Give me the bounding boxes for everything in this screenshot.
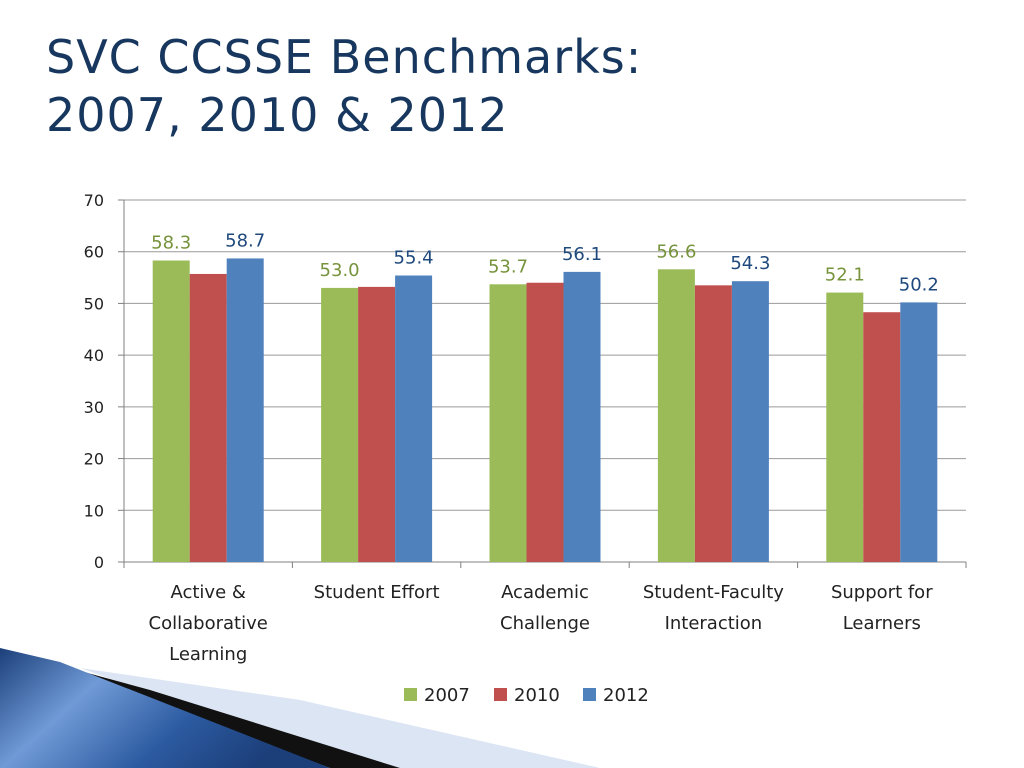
legend-label-2012: 2012: [603, 685, 649, 706]
data-label-2007: 53.0: [320, 260, 360, 281]
data-label-2007: 56.6: [656, 241, 696, 262]
bar-2010: [358, 286, 396, 562]
legend-label-2007: 2007: [424, 685, 470, 706]
x-category-label: Challenge: [500, 613, 590, 634]
y-tick-label: 50: [84, 294, 104, 313]
bar-2007: [321, 287, 359, 562]
y-tick-label: 60: [84, 243, 104, 262]
bar-2007: [826, 292, 864, 562]
data-label-2007: 53.7: [488, 256, 528, 277]
x-category-label: Support for: [831, 582, 933, 603]
bar-2012: [731, 281, 769, 562]
data-label-2012: 50.2: [899, 274, 939, 295]
bar-2010: [189, 273, 227, 562]
legend-swatch-2012: [583, 688, 596, 701]
x-category-label: Interaction: [665, 613, 763, 634]
data-label-2012: 58.7: [225, 230, 265, 251]
title-line-2: 2007, 2010 & 2012: [46, 88, 509, 142]
bar-2007: [489, 284, 527, 562]
data-label-2007: 58.3: [151, 233, 191, 254]
y-tick-label: 30: [84, 398, 104, 417]
x-category-label: Learning: [169, 644, 247, 665]
x-category-label: Student-Faculty: [643, 582, 784, 603]
bar-2012: [900, 302, 938, 562]
x-category-label: Collaborative: [149, 613, 268, 634]
swoosh-blue-band: [0, 648, 330, 768]
y-tick-label: 0: [94, 553, 104, 572]
data-label-2012: 54.3: [730, 253, 770, 274]
bar-2010: [694, 285, 732, 562]
slide-title: SVC CCSSE Benchmarks: 2007, 2010 & 2012: [46, 28, 642, 144]
swoosh-black-stripe: [40, 660, 400, 768]
bar-2010: [526, 282, 564, 562]
x-category-label: Academic: [501, 582, 589, 603]
data-label-2012: 56.1: [562, 244, 602, 265]
data-label-2012: 55.4: [394, 248, 434, 269]
legend-swatch-2010: [494, 688, 507, 701]
bar-2010: [863, 312, 901, 562]
y-tick-label: 70: [84, 191, 104, 210]
x-category-label: Active &: [170, 582, 245, 603]
x-category-label: Student Effort: [314, 582, 440, 603]
legend-swatch-2007: [404, 688, 417, 701]
y-tick-label: 20: [84, 450, 104, 469]
data-label-2007: 52.1: [825, 265, 865, 286]
bar-2012: [563, 271, 601, 562]
bar-2007: [657, 269, 695, 562]
title-line-1: SVC CCSSE Benchmarks:: [46, 30, 643, 84]
bar-2012: [395, 275, 433, 562]
x-category-label: Learners: [843, 613, 921, 634]
legend-label-2010: 2010: [514, 685, 560, 706]
bar-2012: [226, 258, 264, 562]
y-tick-label: 10: [84, 501, 104, 520]
swoosh-light-band: [80, 668, 600, 768]
y-tick-label: 40: [84, 346, 104, 365]
bar-2007: [152, 260, 190, 562]
